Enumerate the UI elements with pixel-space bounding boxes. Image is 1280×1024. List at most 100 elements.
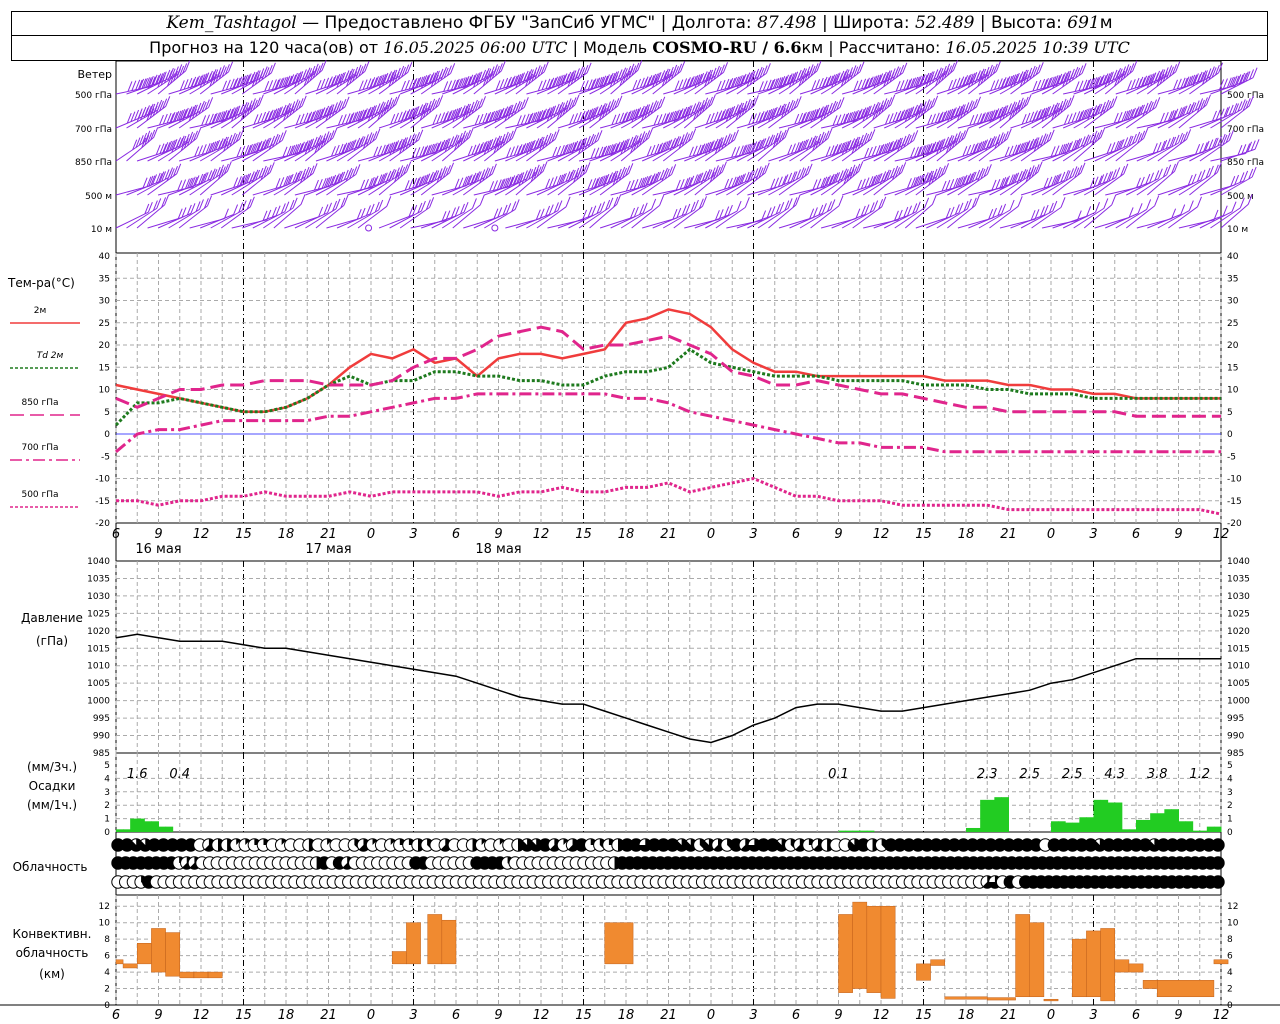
wind-barb-staff <box>1083 177 1116 196</box>
wind-barb-feather <box>305 140 311 151</box>
wind-barb-staff <box>957 173 988 196</box>
wind-barb-feather <box>612 175 618 186</box>
wind-barb-feather <box>292 197 298 209</box>
wind-barb-feather <box>701 73 707 85</box>
wind-barb <box>999 165 1035 196</box>
wind-barb-feather <box>1191 173 1197 185</box>
precip-bar <box>144 821 152 832</box>
wind-barb-feather <box>944 163 950 174</box>
wind-barb-feather <box>770 206 776 217</box>
wind-barb <box>378 204 418 229</box>
wind-barb-feather <box>1036 138 1042 150</box>
wind-barb-feather <box>443 111 449 122</box>
wind-barb-feather <box>1169 136 1175 148</box>
wind-barb-feather <box>1077 111 1083 122</box>
wind-barb-feather <box>491 68 497 79</box>
wind-barb <box>1168 98 1204 129</box>
wind-barb-feather <box>599 76 605 87</box>
wind-barb <box>652 203 691 229</box>
wind-barb-feather <box>1044 109 1050 120</box>
wind-barb-feather <box>531 166 537 178</box>
wind-barb-feather <box>1149 172 1155 183</box>
wind-barb <box>536 196 571 229</box>
wind-barb <box>1157 173 1197 196</box>
wind-barb-feather <box>1248 95 1254 107</box>
wind-barb-feather <box>913 76 919 88</box>
wind-barb-feather <box>298 143 304 155</box>
wind-barb-feather <box>525 71 531 82</box>
wind-barb-feather <box>1095 202 1100 213</box>
wind-barb-feather <box>1012 144 1018 155</box>
wind-barb-feather <box>1179 107 1185 118</box>
wind-barb-feather <box>309 111 315 123</box>
wind-barb-feather <box>868 176 874 187</box>
wind-barb-feather <box>1080 162 1086 174</box>
wind-barb-staff <box>662 138 692 162</box>
wind-barb-feather <box>798 75 804 87</box>
wind-barb-feather <box>855 208 861 219</box>
wind-barb-feather <box>825 146 831 157</box>
wind-barb-feather <box>724 107 730 119</box>
wind-barb-feather <box>577 69 582 81</box>
wind-barb-feather <box>800 140 806 151</box>
wind-barb-feather <box>964 175 970 186</box>
wind-barb-feather <box>775 134 781 146</box>
pressure-tick-left: 985 <box>93 749 110 759</box>
wind-barb <box>147 163 182 196</box>
wind-barb <box>1052 107 1092 129</box>
wind-barb-feather <box>616 194 622 205</box>
wind-barb-feather <box>933 141 939 153</box>
wind-barb <box>168 172 207 196</box>
wind-barb-feather <box>405 109 411 120</box>
wind-barb <box>1189 162 1222 196</box>
wind-barb-feather <box>1077 138 1083 149</box>
wind-barb-feather <box>158 73 164 84</box>
wind-barb-feather <box>962 174 968 186</box>
wind-barb-feather <box>911 107 917 118</box>
temp-tick-left: -15 <box>95 497 110 507</box>
precip-tick-left: 5 <box>104 761 110 771</box>
wind-barb-staff <box>610 70 639 95</box>
wind-barb-feather <box>764 162 770 174</box>
wind-barb-feather <box>372 77 378 88</box>
wind-barb-feather <box>673 112 679 123</box>
wind-calm <box>365 224 373 232</box>
wind-barb-feather <box>1146 199 1152 210</box>
time-tick-label: 3 <box>409 527 417 542</box>
wind-barb-feather <box>719 64 725 75</box>
wind-barb-feather <box>809 208 815 219</box>
time-tick-label: 6 <box>1132 527 1140 542</box>
wind-barb-feather <box>1086 107 1092 119</box>
wind-barb-feather <box>394 171 400 183</box>
wind-barb-feather <box>1089 132 1095 144</box>
wind-barb-feather <box>1001 77 1007 88</box>
wind-barb-feather <box>339 75 345 86</box>
wind-barb-feather <box>571 142 577 153</box>
wind-barb-feather <box>367 110 373 122</box>
wind-barb <box>526 200 563 229</box>
wind-barb-feather <box>161 197 167 208</box>
wind-barb-feather <box>506 203 512 214</box>
wind-barb-feather <box>953 178 959 189</box>
wind-barb-feather <box>311 139 317 151</box>
wind-barb-feather <box>1129 63 1135 74</box>
wind-barb-feather <box>950 108 956 119</box>
wind-barb-feather <box>1152 99 1157 110</box>
wind-barb-feather <box>963 75 969 86</box>
wind-barb-feather <box>840 141 846 153</box>
wind-barb-staff <box>873 215 908 229</box>
wind-barb-feather <box>559 144 565 156</box>
wind-barb-feather <box>266 164 272 176</box>
wind-barb-feather <box>496 140 502 151</box>
wind-barb-feather <box>386 196 392 207</box>
wind-barb-feather <box>950 62 955 74</box>
wind-barb-staff <box>157 114 192 129</box>
wind-barb-feather <box>537 66 543 77</box>
wind-barb-feather <box>181 179 187 190</box>
wind-barb-staff <box>178 178 212 196</box>
wind-barb-feather <box>705 99 710 110</box>
wind-barb-feather <box>693 104 699 115</box>
wind-barb <box>820 164 856 196</box>
wind-barb-feather <box>260 169 266 181</box>
wind-barb-staff <box>1178 76 1211 95</box>
